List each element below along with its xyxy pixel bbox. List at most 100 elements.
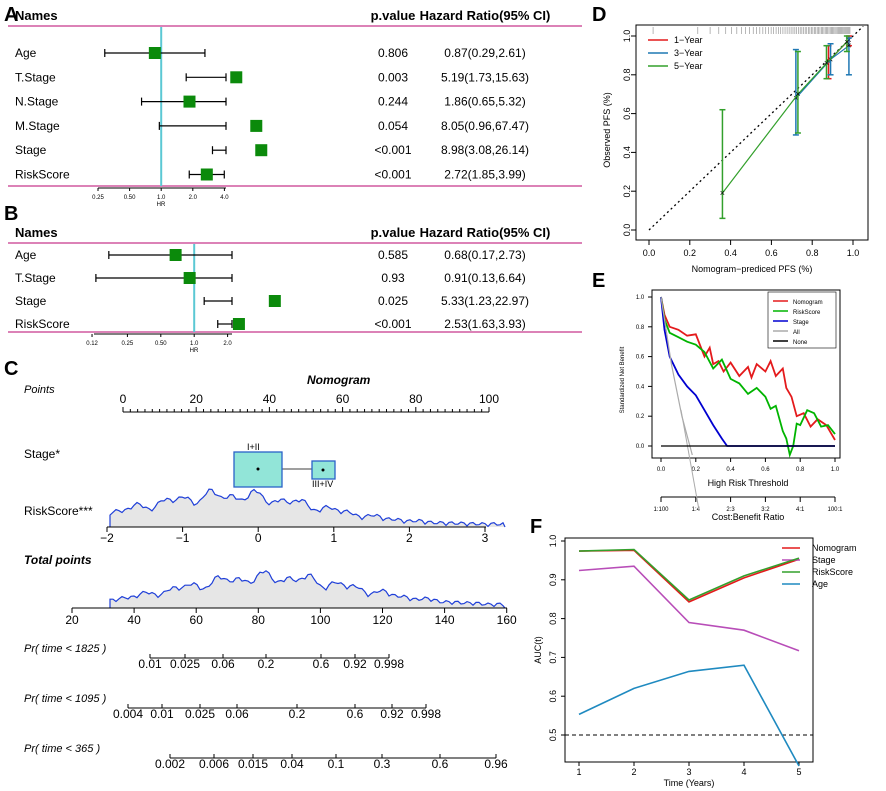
panel-label-f: F	[530, 516, 542, 538]
calibration-x-tick-label: 0.2	[684, 248, 697, 258]
forest-hr-marker	[148, 47, 161, 59]
decision-y-tick-label: 1.0	[636, 295, 645, 301]
forest-row-name: M.Stage	[15, 119, 60, 133]
forest-row-name: N.Stage	[15, 95, 59, 109]
auc-legend-label: Stage	[812, 555, 836, 565]
calibration-point-marker: ×	[793, 93, 798, 103]
calibration-series-line	[795, 45, 850, 99]
calibration-point-marker: ×	[846, 41, 851, 51]
forest-hr-marker	[183, 95, 196, 108]
probability-axis-tick-label: 0.92	[343, 657, 367, 671]
forest-row-pvalue: 0.054	[378, 119, 408, 133]
auc-x-tick-label: 3	[686, 767, 691, 777]
calibration-plot: 0.0 0.2 0.4 0.6 0.8 1.0 0.0 0.2 0.4 0.6 0.8 1.0 Nomo…	[602, 24, 869, 274]
probability-axis-tick-label: 0.025	[185, 707, 215, 721]
forest-row-name: Stage	[15, 143, 47, 157]
probability-axis-tick-label: 0.2	[258, 657, 275, 671]
calibration-y-tick-label: 1.0	[622, 30, 632, 43]
total-axis-tick-label: 100	[310, 613, 330, 627]
riskscore-axis-tick-label: 3	[482, 531, 489, 545]
decision-x-tick-label: 0.2	[692, 467, 701, 473]
calibration-frame	[635, 24, 869, 241]
probability-axis-tick-label: 0.006	[199, 757, 229, 771]
cost-axis-tick-label: 3:2	[761, 507, 770, 513]
forest-hr-marker	[230, 71, 243, 84]
forest-row-pvalue: 0.585	[378, 248, 408, 262]
forest-row-hr-text: 2.72(1.85,3.99)	[444, 168, 525, 182]
forest-row-hr-text: 0.87(0.29,2.61)	[444, 46, 525, 60]
forest-axis-tick-label: 0.12	[86, 341, 98, 347]
forest-axis-tick-label: 1.0	[157, 195, 166, 201]
total-axis-tick-label: 120	[372, 613, 392, 627]
forest-row-hr-text: 5.33(1.23,22.97)	[441, 294, 529, 308]
decision-curve-line	[660, 296, 693, 456]
total-density-curve	[109, 570, 506, 609]
calibration-x-tick-label: 0.6	[765, 248, 778, 258]
calibration-ideal-line	[648, 25, 864, 231]
forest-row-name: T.Stage	[15, 70, 56, 84]
calibration-x-tick-label: 0.0	[643, 248, 656, 258]
forest-axis-label: HR	[157, 202, 166, 208]
probability-axis-tick-label: 0.06	[225, 707, 249, 721]
forest-axis-tick-label: 4.0	[220, 195, 229, 201]
decision-x-tick-label: 0.4	[726, 467, 735, 473]
cost-axis-label: Cost:Benefit Ratio	[712, 512, 785, 522]
probability-axis-tick-label: 0.015	[238, 757, 268, 771]
riskscore-label: RiskScore***	[24, 504, 93, 518]
calibration-point-marker: ×	[844, 37, 849, 47]
panel-label-a: A	[4, 4, 18, 26]
auc-frame	[564, 537, 814, 763]
auc-x-tick-label: 5	[796, 767, 801, 777]
auc-x-label: Time (Years)	[664, 778, 715, 788]
riskscore-axis-tick-label: −2	[100, 531, 114, 545]
auc-series-line	[578, 664, 800, 767]
forest-header-names: Names	[15, 8, 58, 23]
decision-curve-line	[660, 296, 836, 441]
decision-curve-line	[660, 296, 836, 459]
forest-row-pvalue: 0.025	[378, 294, 408, 308]
calibration-point-marker: ×	[720, 188, 725, 198]
auc-y-tick-label: 0.7	[548, 651, 558, 664]
auc-legend-label: Age	[812, 579, 828, 589]
riskscore-density-curve	[109, 488, 506, 528]
probability-axis-tick-label: 0.998	[411, 707, 441, 721]
decision-x-tick-label: 1.0	[831, 467, 840, 473]
auc-x-tick-label: 1	[576, 767, 581, 777]
forest-row-pvalue: 0.93	[381, 271, 405, 285]
calibration-series-line	[721, 41, 848, 194]
probability-axis-tick-label: 0.025	[170, 657, 200, 671]
forest-row-name: T.Stage	[15, 271, 56, 285]
forest-axis-tick-label: 2.0	[189, 195, 198, 201]
decision-curve-plot: 0.0 0.2 0.4 0.6 0.8 1.0 0.0 0.2 0.4 0.6 0.8 1.0 High…	[620, 289, 843, 522]
calibration-y-tick-label: 0.6	[622, 107, 632, 120]
total-axis-tick-label: 80	[252, 613, 266, 627]
decision-y-tick-label: 0.6	[636, 355, 645, 361]
auc-y-tick-label: 0.6	[548, 690, 558, 703]
nomogram-title: Nomogram	[307, 373, 371, 387]
forest-axis-tick-label: 2.0	[223, 341, 232, 347]
probability-axis-tick-label: 0.2	[289, 707, 306, 721]
stage-cat2-label: III+IV	[312, 479, 333, 489]
calibration-y-label: Observed PFS (%)	[602, 92, 612, 168]
forest-hr-marker	[200, 168, 213, 181]
total-points-label: Total points	[24, 553, 92, 567]
panel-label-c: C	[4, 358, 18, 380]
probability-axis-tick-label: 0.1	[328, 757, 345, 771]
decision-x-tick-label: 0.8	[796, 467, 805, 473]
decision-y-tick-label: 0.8	[636, 325, 645, 331]
calibration-x-tick-label: 0.4	[724, 248, 737, 258]
forest-row-hr-text: 8.98(3.08,26.14)	[441, 143, 529, 157]
stage-label: Stage*	[24, 447, 60, 461]
decision-curve-line	[660, 296, 835, 447]
cost-axis-tick-label: 2:3	[726, 507, 735, 513]
calibration-point-marker: ×	[824, 58, 829, 68]
decision-x-tick-label: 0.6	[761, 467, 770, 473]
auc-series-line	[578, 565, 800, 652]
total-axis-tick-label: 60	[190, 613, 204, 627]
forest-axis-tick-label: 1.0	[190, 341, 199, 347]
riskscore-axis-tick-label: −1	[176, 531, 190, 545]
calibration-y-tick-label: 0.2	[622, 185, 632, 198]
forest-plot-b: Names p.value Hazard Ratio(95% CI) Age 0.585…	[8, 225, 582, 354]
total-axis-tick-label: 160	[497, 613, 517, 627]
